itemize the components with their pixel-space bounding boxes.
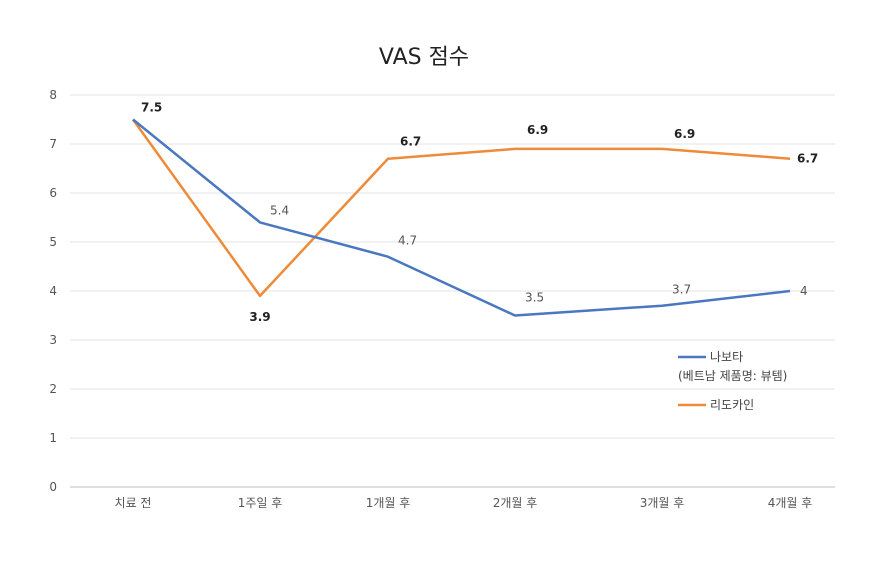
legend-label-nabota-sub: (베트남 제품명: 뷰템) xyxy=(678,369,787,383)
legend: 나보타 (베트남 제품명: 뷰템) 리도카인 xyxy=(678,350,787,412)
y-tick-label: 3 xyxy=(49,333,57,347)
y-axis-ticks: 0 1 2 3 4 5 6 7 8 xyxy=(49,88,57,494)
legend-label-nabota: 나보타 xyxy=(710,350,743,364)
x-tick-label: 3개월 후 xyxy=(640,496,685,510)
y-tick-label: 0 xyxy=(49,480,57,494)
data-label-lidocaine: 6.7 xyxy=(797,152,818,166)
series-line-lidocaine xyxy=(131,118,791,298)
x-tick-label: 1주일 후 xyxy=(238,496,283,510)
chart-title: VAS 점수 xyxy=(379,45,469,70)
y-tick-label: 1 xyxy=(49,431,57,445)
data-label-lidocaine: 3.9 xyxy=(249,310,270,324)
x-tick-label: 2개월 후 xyxy=(493,496,538,510)
y-tick-label: 2 xyxy=(49,382,57,396)
x-tick-label: 1개월 후 xyxy=(366,496,411,510)
data-label-lidocaine: 6.9 xyxy=(674,127,695,141)
series-line-nabota xyxy=(132,118,791,317)
x-axis-ticks: 치료 전 1주일 후 1개월 후 2개월 후 3개월 후 4개월 후 xyxy=(115,496,813,510)
data-label-nabota: 3.5 xyxy=(525,291,544,305)
x-tick-label: 치료 전 xyxy=(115,496,152,510)
data-label-lidocaine: 6.7 xyxy=(400,135,421,149)
y-tick-label: 7 xyxy=(49,137,57,151)
data-label-nabota: 4 xyxy=(800,284,808,298)
data-label-nabota: 3.7 xyxy=(672,283,691,297)
data-label-nabota: 4.7 xyxy=(398,234,417,248)
y-tick-label: 4 xyxy=(49,284,57,298)
data-label-lidocaine: 6.9 xyxy=(527,123,548,137)
data-label-nabota: 5.4 xyxy=(270,203,289,217)
data-labels: 5.4 4.7 3.5 3.7 4 7.5 3.9 6.7 6.9 6.9 6.7 xyxy=(141,101,818,324)
grid xyxy=(70,94,835,488)
y-tick-label: 8 xyxy=(49,88,57,102)
y-tick-label: 6 xyxy=(49,186,57,200)
x-tick-label: 4개월 후 xyxy=(768,496,813,510)
series-lines xyxy=(131,118,791,317)
data-label-lidocaine: 7.5 xyxy=(141,101,162,115)
y-tick-label: 5 xyxy=(49,235,57,249)
legend-label-lidocaine: 리도카인 xyxy=(710,398,754,412)
